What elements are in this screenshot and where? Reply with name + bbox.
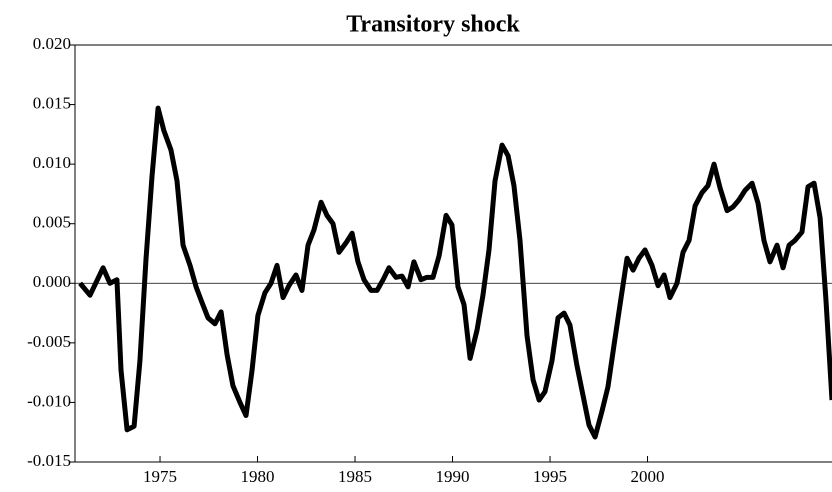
y-tick-label: 0.010 (33, 153, 71, 172)
y-tick-label: 0.015 (33, 93, 71, 112)
x-tick-label: 1995 (533, 467, 567, 486)
y-tick-label: 0.020 (33, 34, 71, 53)
x-tick-label: 1990 (436, 467, 470, 486)
x-tick-label: 1980 (241, 467, 275, 486)
chart-title: Transitory shock (346, 12, 520, 38)
plot-frame (74, 44, 832, 463)
y-tick-label: -0.015 (27, 451, 71, 470)
series-line (78, 105, 832, 440)
y-tick-label: 0.000 (33, 272, 71, 291)
x-tick-label: 1985 (338, 467, 372, 486)
y-tick-label: 0.005 (33, 213, 71, 232)
x-tick-label: 1975 (143, 467, 177, 486)
x-tick-label: 2000 (631, 467, 665, 486)
y-tick-label: -0.005 (27, 332, 71, 351)
y-tick-label: -0.010 (27, 391, 71, 410)
